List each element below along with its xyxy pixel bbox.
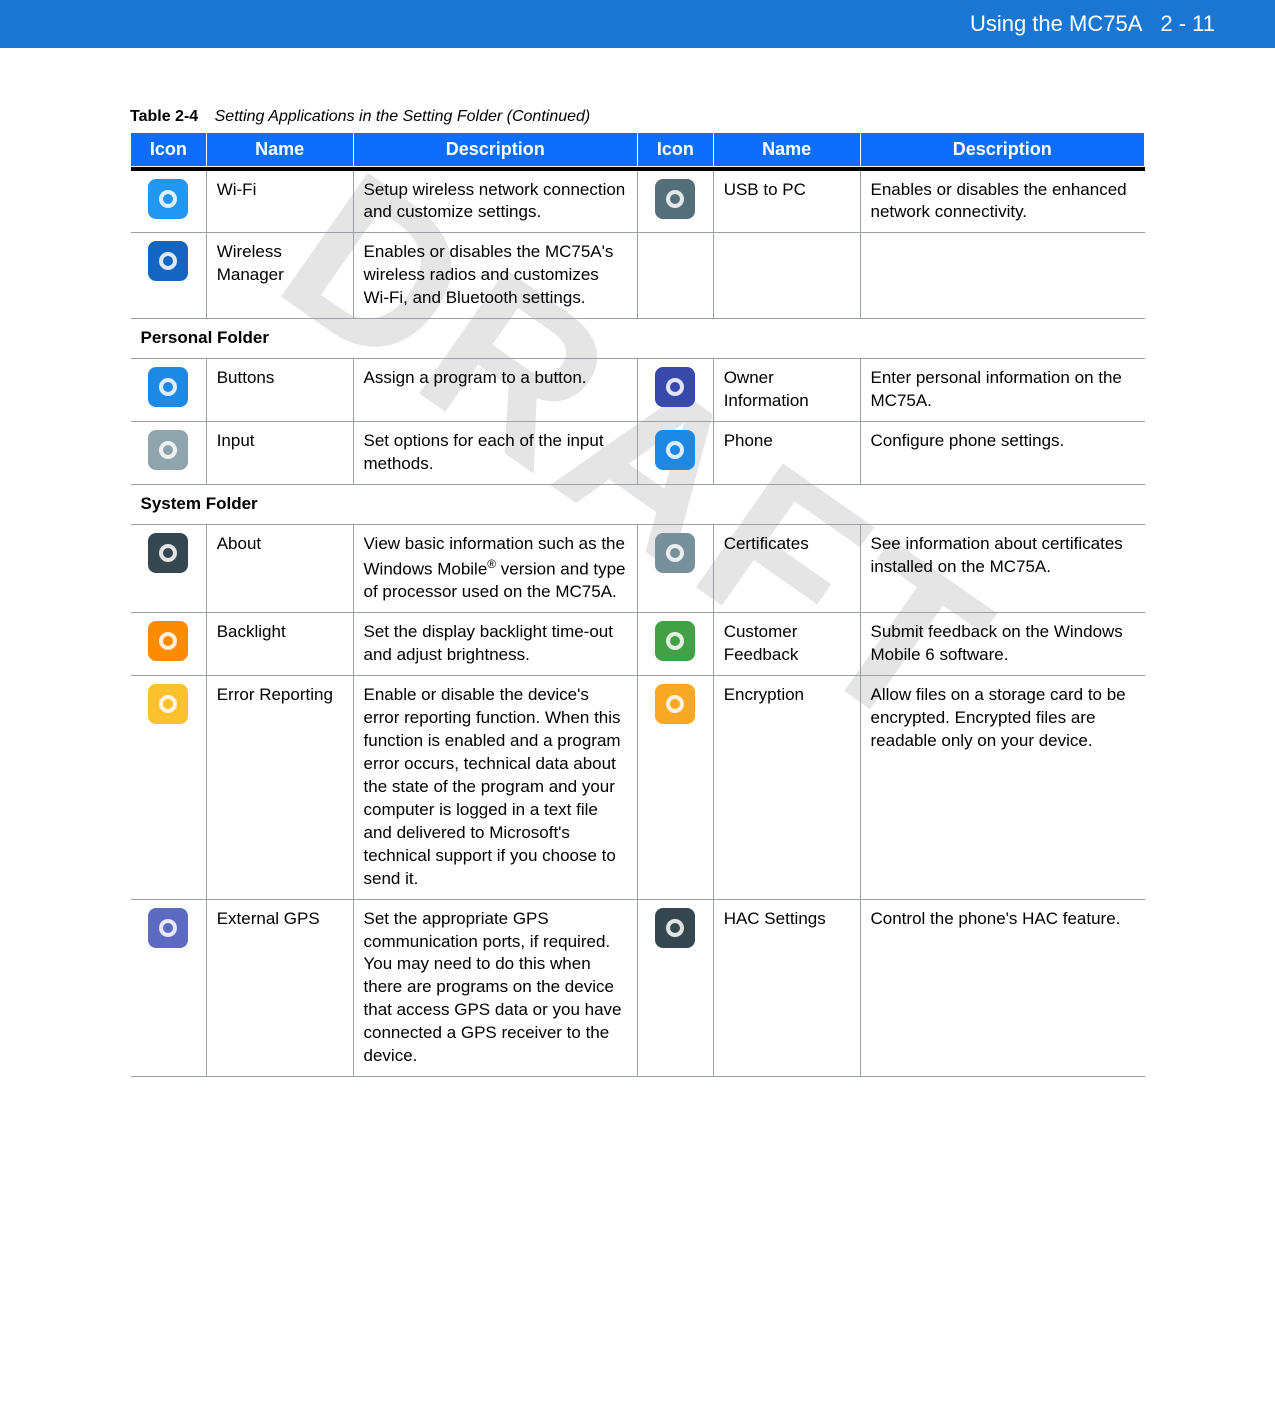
table-row: Error ReportingEnable or disable the dev… [131, 676, 1145, 899]
name-cell: Input [206, 422, 353, 485]
table-row: InputSet options for each of the input m… [131, 422, 1145, 485]
name-cell: Owner Information [713, 359, 860, 422]
page-header: Using the MC75A 2 - 11 [0, 0, 1275, 48]
name-cell: Encryption [713, 676, 860, 899]
gps-icon [148, 908, 188, 948]
table-row: ButtonsAssign a program to a button. Own… [131, 359, 1145, 422]
backlight-icon [148, 621, 188, 661]
name-cell: External GPS [206, 899, 353, 1077]
desc-cell: View basic information such as the Windo… [353, 524, 637, 612]
icon-cell [131, 676, 207, 899]
desc-cell: See information about certificates insta… [860, 524, 1145, 612]
phone-icon [655, 430, 695, 470]
header-title: Using the MC75A [970, 11, 1142, 37]
desc-cell: Allow files on a storage card to be encr… [860, 676, 1145, 899]
header-page: 2 - 11 [1160, 11, 1215, 37]
table-row: Wireless ManagerEnables or disables the … [131, 233, 1145, 319]
icon-cell [131, 359, 207, 422]
table-caption: Table 2-4 Setting Applications in the Se… [130, 108, 1145, 126]
wifi-icon [148, 179, 188, 219]
col-icon-2: Icon [637, 133, 713, 167]
section-title: System Folder [131, 484, 1145, 524]
col-desc-2: Description [860, 133, 1145, 167]
desc-cell: Enables or disables the MC75A's wireless… [353, 233, 637, 319]
desc-cell: Set options for each of the input method… [353, 422, 637, 485]
name-cell: Phone [713, 422, 860, 485]
icon-cell [637, 359, 713, 422]
name-cell: Wi-Fi [206, 171, 353, 233]
certificates-icon [655, 533, 695, 573]
desc-cell: Set the display backlight time-out and a… [353, 613, 637, 676]
feedback-icon [655, 621, 695, 661]
col-icon-1: Icon [131, 133, 207, 167]
icon-cell-empty [637, 233, 713, 319]
table-header-row: Icon Name Description Icon Name Descript… [131, 133, 1145, 167]
name-cell: HAC Settings [713, 899, 860, 1077]
desc-cell: Enable or disable the device's error rep… [353, 676, 637, 899]
settings-table: Icon Name Description Icon Name Descript… [130, 132, 1145, 1077]
col-name-2: Name [713, 133, 860, 167]
caption-label: Table 2-4 [130, 108, 198, 125]
encryption-icon [655, 684, 695, 724]
owner-info-icon [655, 367, 695, 407]
error-reporting-icon [148, 684, 188, 724]
name-cell: About [206, 524, 353, 612]
icon-cell [131, 171, 207, 233]
name-cell: Wireless Manager [206, 233, 353, 319]
icon-cell [637, 171, 713, 233]
icon-cell [131, 524, 207, 612]
name-cell: Error Reporting [206, 676, 353, 899]
desc-cell: Configure phone settings. [860, 422, 1145, 485]
table-row: Wi-FiSetup wireless network connection a… [131, 171, 1145, 233]
icon-cell [131, 899, 207, 1077]
desc-cell: Enter personal information on the MC75A. [860, 359, 1145, 422]
desc-cell: Submit feedback on the Windows Mobile 6 … [860, 613, 1145, 676]
desc-cell: Set the appropriate GPS communication po… [353, 899, 637, 1077]
name-cell: Backlight [206, 613, 353, 676]
icon-cell [637, 422, 713, 485]
buttons-icon [148, 367, 188, 407]
desc-cell: Setup wireless network connection and cu… [353, 171, 637, 233]
wireless-manager-icon [148, 241, 188, 281]
caption-title: Setting Applications in the Setting Fold… [215, 108, 591, 125]
name-cell-empty [713, 233, 860, 319]
icon-cell [131, 233, 207, 319]
name-cell: Buttons [206, 359, 353, 422]
name-cell: Customer Feedback [713, 613, 860, 676]
section-title: Personal Folder [131, 319, 1145, 359]
desc-cell: Control the phone's HAC feature. [860, 899, 1145, 1077]
table-row: BacklightSet the display backlight time-… [131, 613, 1145, 676]
icon-cell [637, 524, 713, 612]
name-cell: Certificates [713, 524, 860, 612]
input-icon [148, 430, 188, 470]
icon-cell [637, 899, 713, 1077]
icon-cell [131, 422, 207, 485]
col-name-1: Name [206, 133, 353, 167]
desc-cell-empty [860, 233, 1145, 319]
icon-cell [131, 613, 207, 676]
name-cell: USB to PC [713, 171, 860, 233]
icon-cell [637, 613, 713, 676]
section-header: System Folder [131, 484, 1145, 524]
icon-cell [637, 676, 713, 899]
col-desc-1: Description [353, 133, 637, 167]
about-icon [148, 533, 188, 573]
desc-cell: Assign a program to a button. [353, 359, 637, 422]
section-header: Personal Folder [131, 319, 1145, 359]
usb-icon [655, 179, 695, 219]
table-row: External GPSSet the appropriate GPS comm… [131, 899, 1145, 1077]
desc-cell: Enables or disables the enhanced network… [860, 171, 1145, 233]
table-row: AboutView basic information such as the … [131, 524, 1145, 612]
hac-icon [655, 908, 695, 948]
